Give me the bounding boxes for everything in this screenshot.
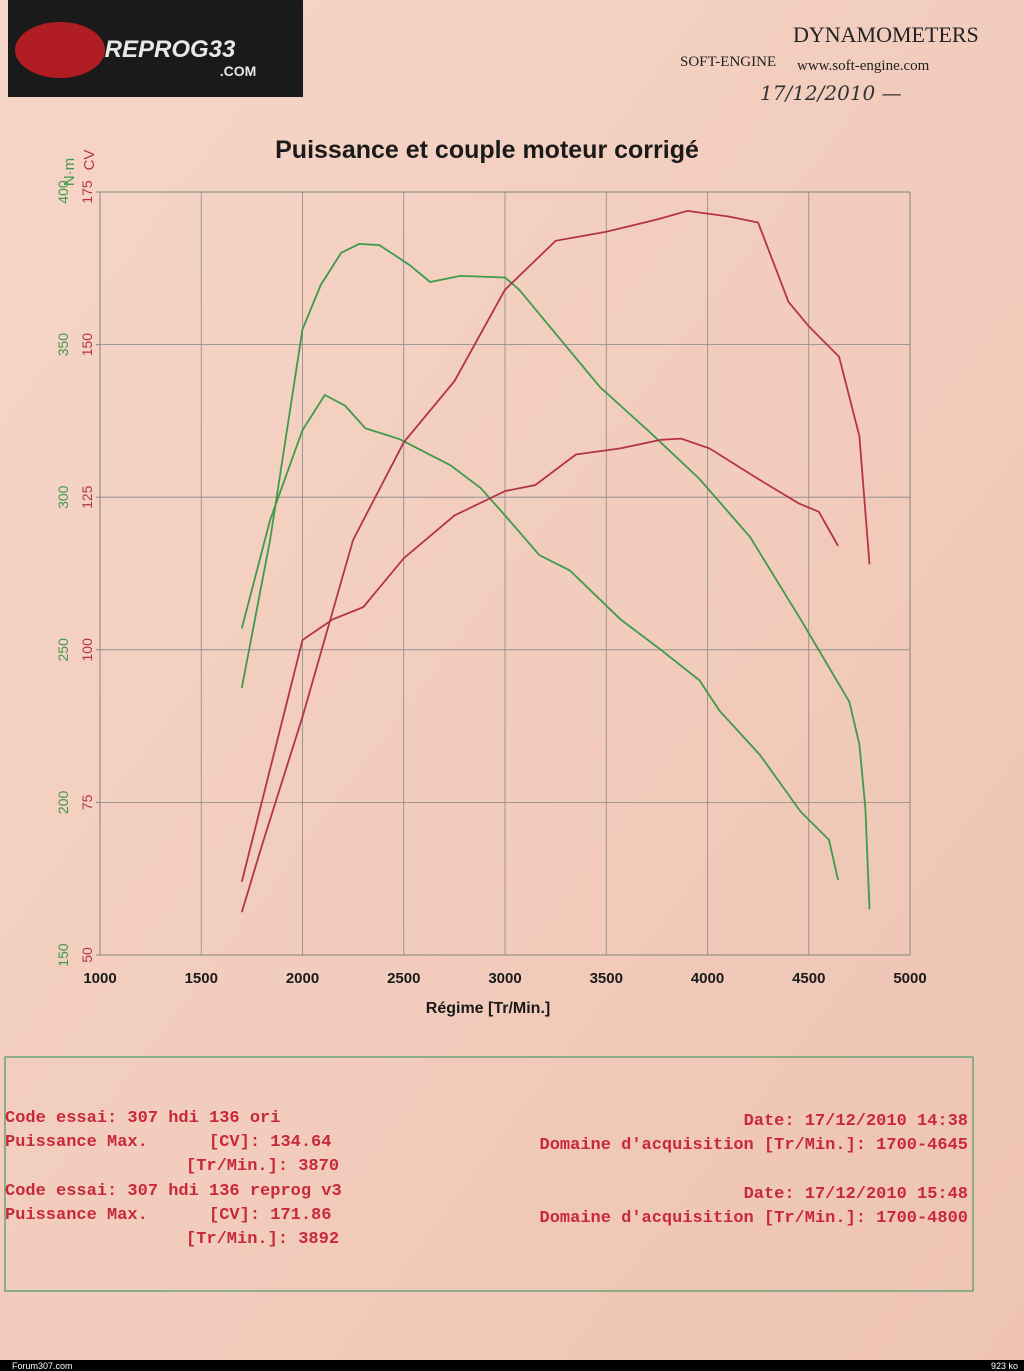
y2-tick-label: 125 <box>79 485 95 509</box>
curve <box>240 209 871 913</box>
brand: SOFT-ENGINE <box>680 54 776 70</box>
y2-axis-unit: CV <box>81 150 98 171</box>
footer-size: 923 ko <box>991 1361 1018 1371</box>
x-tick-label: 2500 <box>387 970 420 987</box>
chart-title: Puissance et couple moteur corrigé <box>275 136 699 164</box>
x-tick-label: 4500 <box>792 970 825 987</box>
y2-tick-label: 75 <box>79 794 95 810</box>
y2-tick-label: 100 <box>79 638 95 662</box>
logo-text: REPROG33 <box>105 36 236 63</box>
info-box <box>4 1056 974 1292</box>
y2-tick-label: 150 <box>79 333 95 357</box>
curve <box>240 437 839 883</box>
y-axis-unit: N·m <box>61 158 78 186</box>
logo-sub: .COM <box>220 63 257 79</box>
x-tick-label: 1500 <box>185 970 218 987</box>
test-domain: Domaine d'acquisition [Tr/Min.]: 1700-48… <box>540 1209 968 1228</box>
y-tick-label: 400 <box>55 180 71 204</box>
y-tick-label: 200 <box>55 791 71 815</box>
test-rpm: [Tr/Min.]: 3870 <box>186 1157 339 1176</box>
y-tick-label: 350 <box>55 333 71 357</box>
test-code: Code essai: 307 hdi 136 reprog v3 <box>5 1182 342 1201</box>
y-tick-label: 250 <box>55 638 71 662</box>
footer-site: Forum307.com <box>12 1361 73 1371</box>
x-tick-label: 5000 <box>893 970 926 987</box>
y-tick-label: 150 <box>55 943 71 967</box>
curve <box>240 393 839 881</box>
x-tick-label: 3500 <box>590 970 623 987</box>
handwritten-date: 17/12/2010 — <box>760 81 902 105</box>
y-tick-label: 300 <box>55 485 71 509</box>
x-axis-label: Régime [Tr/Min.] <box>426 1000 550 1017</box>
test-code: Code essai: 307 hdi 136 ori <box>5 1109 280 1128</box>
footer-bar <box>0 1360 1024 1371</box>
test-rpm: [Tr/Min.]: 3892 <box>186 1230 339 1249</box>
x-tick-label: 2000 <box>286 970 319 987</box>
test-power: Puissance Max. [CV]: 134.64 <box>5 1133 331 1152</box>
brand-url: www.soft-engine.com <box>797 58 930 74</box>
logo-swoosh <box>15 22 105 78</box>
test-domain: Domaine d'acquisition [Tr/Min.]: 1700-46… <box>540 1136 968 1155</box>
test-date: Date: 17/12/2010 15:48 <box>744 1185 968 1204</box>
test-power: Puissance Max. [CV]: 171.86 <box>5 1206 331 1225</box>
test-date: Date: 17/12/2010 14:38 <box>744 1112 968 1131</box>
x-tick-label: 4000 <box>691 970 724 987</box>
x-tick-label: 1000 <box>83 970 116 987</box>
y2-tick-label: 50 <box>79 947 95 963</box>
brand-title: DYNAMOMETERS <box>793 22 979 47</box>
y2-tick-label: 175 <box>79 180 95 204</box>
x-tick-label: 3000 <box>488 970 521 987</box>
